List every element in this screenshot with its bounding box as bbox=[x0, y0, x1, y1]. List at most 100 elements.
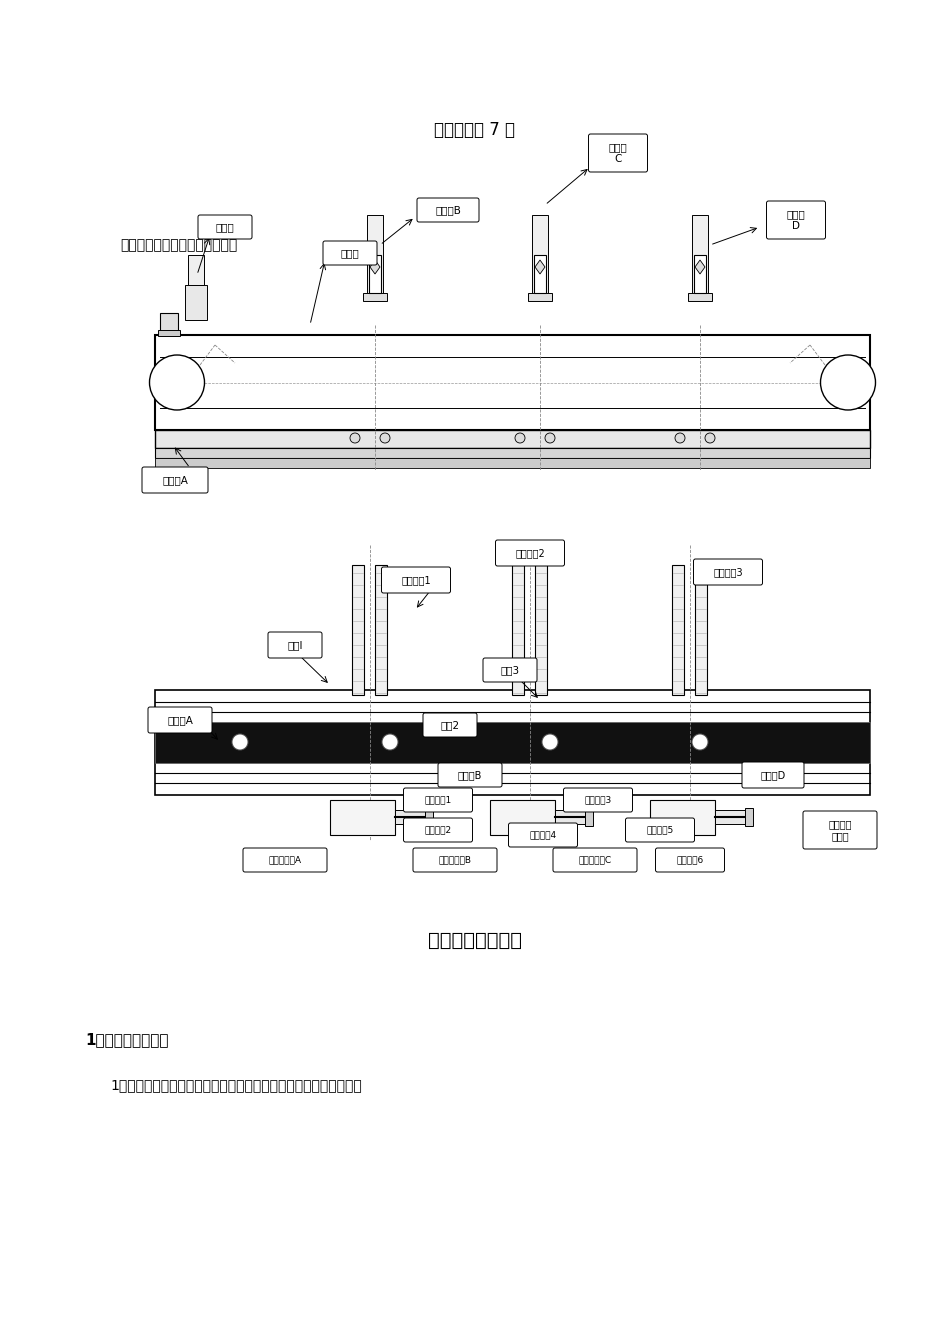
Bar bbox=[695, 564, 707, 695]
Text: 传感器D: 传感器D bbox=[760, 770, 786, 780]
FancyBboxPatch shape bbox=[417, 198, 479, 222]
FancyBboxPatch shape bbox=[438, 763, 502, 788]
FancyBboxPatch shape bbox=[404, 788, 472, 812]
Text: 有一个工作系统，如下图所示：: 有一个工作系统，如下图所示： bbox=[120, 238, 238, 253]
Text: 磁性开关3: 磁性开关3 bbox=[584, 796, 612, 805]
FancyBboxPatch shape bbox=[148, 707, 212, 732]
Text: 单出杆气缸A: 单出杆气缸A bbox=[269, 856, 301, 864]
FancyBboxPatch shape bbox=[268, 632, 322, 659]
FancyBboxPatch shape bbox=[404, 818, 472, 841]
Circle shape bbox=[545, 433, 555, 444]
Bar bbox=[160, 313, 178, 333]
Circle shape bbox=[380, 433, 390, 444]
Text: 出料斜槽3: 出料斜槽3 bbox=[713, 567, 743, 577]
Bar bbox=[490, 800, 555, 835]
Bar bbox=[330, 800, 395, 835]
Bar bbox=[363, 293, 387, 301]
Circle shape bbox=[705, 433, 715, 444]
Bar bbox=[555, 810, 585, 824]
Bar bbox=[367, 215, 383, 294]
Bar bbox=[158, 331, 180, 336]
Polygon shape bbox=[370, 259, 380, 274]
Bar bbox=[155, 458, 870, 468]
FancyBboxPatch shape bbox=[588, 134, 648, 172]
Text: 下料孔: 下料孔 bbox=[216, 222, 235, 233]
Bar bbox=[155, 448, 870, 458]
FancyBboxPatch shape bbox=[483, 659, 537, 681]
Text: 传感器A: 传感器A bbox=[162, 474, 188, 485]
FancyBboxPatch shape bbox=[496, 540, 564, 566]
Text: 磁性开关1: 磁性开关1 bbox=[425, 796, 451, 805]
Polygon shape bbox=[695, 259, 705, 274]
FancyBboxPatch shape bbox=[694, 559, 763, 585]
FancyBboxPatch shape bbox=[508, 823, 578, 847]
Bar bbox=[425, 808, 433, 827]
Text: 位置I: 位置I bbox=[287, 640, 303, 650]
Text: 单出杆气缸C: 单出杆气缸C bbox=[579, 856, 612, 864]
Text: 位置2: 位置2 bbox=[441, 720, 460, 730]
Text: 传感器B: 传感器B bbox=[435, 206, 461, 215]
Bar bbox=[185, 285, 207, 320]
Bar bbox=[512, 564, 524, 695]
FancyBboxPatch shape bbox=[243, 848, 327, 872]
Bar bbox=[155, 430, 870, 448]
Polygon shape bbox=[535, 259, 545, 274]
FancyBboxPatch shape bbox=[563, 788, 633, 812]
Text: 出料斜槽2: 出料斜槽2 bbox=[515, 548, 545, 558]
Circle shape bbox=[821, 355, 876, 410]
Bar bbox=[672, 564, 684, 695]
Bar bbox=[694, 255, 706, 293]
Circle shape bbox=[382, 734, 398, 750]
Circle shape bbox=[149, 355, 204, 410]
Bar bbox=[155, 689, 870, 796]
Bar bbox=[375, 564, 387, 695]
FancyBboxPatch shape bbox=[413, 848, 497, 872]
Text: 位置3: 位置3 bbox=[501, 665, 520, 675]
FancyBboxPatch shape bbox=[553, 848, 637, 872]
Text: 磁性开关2: 磁性开关2 bbox=[425, 825, 451, 835]
FancyBboxPatch shape bbox=[423, 714, 477, 737]
Text: 传感器
D: 传感器 D bbox=[787, 210, 806, 231]
Bar bbox=[532, 215, 548, 294]
Text: 本份试卷共 7 页: 本份试卷共 7 页 bbox=[434, 121, 516, 138]
Bar bbox=[369, 255, 381, 293]
Text: 传送带: 传送带 bbox=[341, 249, 359, 258]
Circle shape bbox=[675, 433, 685, 444]
Circle shape bbox=[515, 433, 525, 444]
Bar bbox=[395, 810, 425, 824]
FancyBboxPatch shape bbox=[656, 848, 725, 872]
Bar bbox=[715, 810, 745, 824]
Text: 传感器
C: 传感器 C bbox=[609, 142, 627, 164]
Circle shape bbox=[350, 433, 360, 444]
Bar bbox=[528, 293, 552, 301]
FancyBboxPatch shape bbox=[142, 466, 208, 493]
Bar bbox=[352, 564, 364, 695]
Text: 单出杆气缸B: 单出杆气缸B bbox=[439, 856, 471, 864]
FancyBboxPatch shape bbox=[198, 215, 252, 239]
FancyBboxPatch shape bbox=[323, 241, 377, 265]
FancyBboxPatch shape bbox=[767, 202, 826, 239]
Text: 1、系统的器件说明: 1、系统的器件说明 bbox=[85, 1032, 168, 1047]
Circle shape bbox=[232, 734, 248, 750]
Bar bbox=[155, 335, 870, 430]
Text: 一、系统情况说明: 一、系统情况说明 bbox=[428, 930, 522, 949]
FancyBboxPatch shape bbox=[803, 810, 877, 849]
FancyBboxPatch shape bbox=[625, 818, 694, 841]
Circle shape bbox=[542, 734, 558, 750]
Bar bbox=[534, 255, 546, 293]
FancyBboxPatch shape bbox=[382, 567, 450, 593]
Bar bbox=[650, 800, 715, 835]
Text: 1）动力源。系统为一物料传送分拣结机构，其中传送带动力源是带: 1）动力源。系统为一物料传送分拣结机构，其中传送带动力源是带 bbox=[110, 1078, 362, 1091]
Text: 传感器B: 传感器B bbox=[458, 770, 483, 780]
Text: 磁性开关5: 磁性开关5 bbox=[646, 825, 674, 835]
Bar bbox=[155, 722, 870, 763]
Text: 传感器A: 传感器A bbox=[167, 715, 193, 724]
Circle shape bbox=[692, 734, 708, 750]
Bar bbox=[585, 808, 593, 827]
Bar bbox=[688, 293, 712, 301]
Bar bbox=[692, 215, 708, 294]
Text: 三相交流
电动机: 三相交流 电动机 bbox=[828, 820, 852, 841]
Text: 出料斜槽1: 出料斜槽1 bbox=[401, 575, 430, 585]
Bar bbox=[535, 564, 547, 695]
Text: 磁性开关6: 磁性开关6 bbox=[676, 856, 704, 864]
